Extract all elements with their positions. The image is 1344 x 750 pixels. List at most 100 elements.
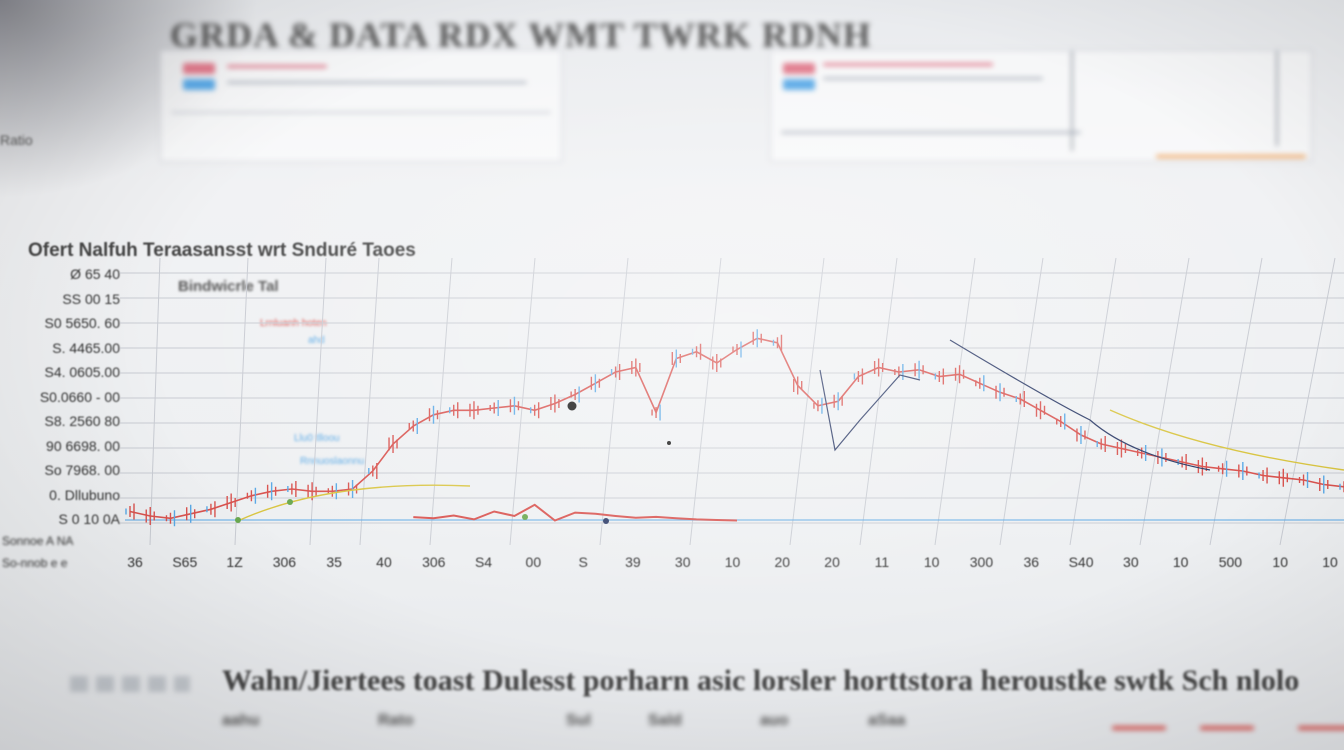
y-tick-label: S0 5650. 60 bbox=[44, 315, 120, 331]
x-tick-label: 1Z bbox=[226, 554, 243, 570]
grid-line-v bbox=[359, 257, 380, 546]
x-tick-label: 30 bbox=[675, 554, 691, 570]
x-tick-label: S bbox=[578, 554, 587, 570]
panel-divider bbox=[1071, 51, 1073, 151]
grid-line-v bbox=[1139, 257, 1190, 546]
y-tick-label: Sonnoe A NA bbox=[2, 534, 74, 548]
grid-line-v bbox=[509, 257, 536, 546]
x-tick-label: 20 bbox=[824, 554, 840, 570]
x-tick-label: 11 bbox=[875, 554, 890, 570]
grid-line-v bbox=[689, 257, 722, 546]
x-tick-label: 10 bbox=[1173, 554, 1189, 570]
x-tick-label: 10 bbox=[725, 554, 741, 570]
y-tick-label: S. 4465.00 bbox=[52, 339, 120, 356]
page-title: GRDA & DATA RDX WMT TWRK RDNH bbox=[170, 15, 872, 55]
grid-line-v bbox=[934, 257, 976, 546]
y-tick-label: SS 00 15 bbox=[62, 290, 120, 307]
legend-item: aSaa bbox=[868, 712, 906, 729]
chart-annotation: ahd bbox=[308, 335, 325, 346]
x-tick-label: 39 bbox=[625, 554, 641, 570]
panel-accent-line bbox=[1156, 155, 1306, 158]
x-tick-label: 300 bbox=[970, 554, 994, 570]
grid-line-v bbox=[1279, 257, 1336, 546]
y-tick-label: So-nnob e e bbox=[2, 556, 68, 570]
trend-line-navy bbox=[949, 339, 1211, 471]
x-tick-label: 10 bbox=[1322, 554, 1338, 570]
y-tick-label: S4. 0605.00 bbox=[44, 364, 120, 380]
data-marker bbox=[567, 401, 577, 411]
x-tick-label: 40 bbox=[376, 554, 392, 570]
x-tick-label: S65 bbox=[172, 554, 197, 570]
grid-line-v bbox=[789, 257, 825, 546]
y-tick-label: S8. 2560 80 bbox=[44, 413, 120, 429]
legend-strip: aahu Rato Sul Sald auo aSaa bbox=[0, 706, 1344, 750]
chart-annotation: Llu0 tlloou bbox=[294, 433, 340, 444]
x-tick-label: 36 bbox=[1023, 554, 1039, 570]
bottom-caption: Wahn/Jiertees toast Dulesst porharn asic… bbox=[222, 664, 1300, 697]
faint-label bbox=[70, 676, 190, 692]
grid bbox=[120, 257, 1344, 546]
grid-line-v bbox=[599, 257, 629, 546]
y-tick-label: Ø 65 40 bbox=[70, 266, 120, 282]
grid-line-v bbox=[429, 257, 453, 546]
trend-line-yellow bbox=[239, 484, 471, 521]
trend-line-navy bbox=[819, 369, 921, 452]
y-tick-label: 90 6698. 00 bbox=[46, 437, 120, 454]
trend-line-yellow bbox=[1109, 409, 1344, 471]
y-tick-label: 0. Dllubuno bbox=[49, 486, 120, 503]
panel-row-line bbox=[781, 131, 1081, 134]
panel-row-line bbox=[823, 63, 993, 66]
chart-title: Ofert Nalfuh Teraasansst wrt Snduré Taoe… bbox=[28, 240, 416, 261]
panel-row-line bbox=[171, 111, 551, 114]
chart-subtitle: Bindwicrle Tal bbox=[178, 278, 279, 295]
grid-line-v bbox=[1069, 257, 1117, 546]
panel-row-line bbox=[823, 77, 1043, 80]
grid-line-v bbox=[234, 257, 249, 546]
series-lower-line bbox=[413, 503, 738, 522]
grid-line-v bbox=[999, 257, 1044, 546]
legend-item: aahu bbox=[222, 712, 260, 729]
x-tick-label: 30 bbox=[1123, 554, 1139, 570]
summary-panel-left bbox=[160, 50, 562, 162]
y-tick-label: So 7968. 00 bbox=[44, 462, 120, 478]
x-tick-label: 10 bbox=[924, 554, 940, 570]
panel-divider bbox=[1276, 51, 1278, 146]
x-tick-label: 35 bbox=[326, 554, 342, 570]
data-marker bbox=[287, 499, 293, 505]
x-tick-label: S40 bbox=[1069, 554, 1094, 570]
x-tick-label: 00 bbox=[526, 554, 542, 570]
legend-item: Rato bbox=[378, 712, 414, 729]
data-marker bbox=[667, 441, 671, 445]
panel-swatch-blue bbox=[183, 79, 215, 90]
x-tick-label: 10 bbox=[1272, 554, 1288, 570]
data-marker bbox=[522, 514, 528, 520]
panel-swatch-blue bbox=[783, 79, 815, 90]
grid-line-v bbox=[859, 257, 898, 546]
ratio-label: Ratio bbox=[0, 132, 33, 148]
x-tick-label: S4 bbox=[475, 554, 492, 570]
x-tick-label: 500 bbox=[1219, 554, 1243, 570]
grid-line-v bbox=[1209, 257, 1263, 546]
grid-line-v bbox=[309, 257, 327, 546]
x-tick-label: 306 bbox=[422, 554, 446, 570]
chart-annotation: Rnnuoslaonnu bbox=[300, 456, 365, 467]
legend-color-bar bbox=[1112, 726, 1166, 730]
panel-swatch-red bbox=[183, 63, 215, 74]
line-chart: 36 S65 1Z 306 35 40 306 S4 00 S 39 30 10 20 20 11 10 300 3… bbox=[120, 257, 1344, 570]
x-tick-label: 306 bbox=[273, 554, 297, 570]
legend-item: auo bbox=[760, 712, 789, 729]
legend-color-bar bbox=[1298, 726, 1344, 730]
panel-swatch-red bbox=[783, 63, 815, 74]
panel-row-line bbox=[227, 65, 327, 68]
legend-item: Sul bbox=[566, 712, 591, 729]
data-marker bbox=[235, 517, 241, 523]
legend-color-bar bbox=[1200, 726, 1254, 730]
legend-item: Sald bbox=[648, 712, 682, 729]
panel-row-line bbox=[227, 81, 527, 84]
summary-panel-right bbox=[770, 50, 1312, 162]
y-tick-label: S 0 10 0A bbox=[58, 511, 121, 527]
grid-line-v bbox=[149, 257, 161, 546]
data-marker bbox=[603, 518, 609, 524]
x-tick-label: 20 bbox=[775, 554, 791, 570]
y-tick-label: S0.0660 - 00 bbox=[39, 388, 120, 405]
